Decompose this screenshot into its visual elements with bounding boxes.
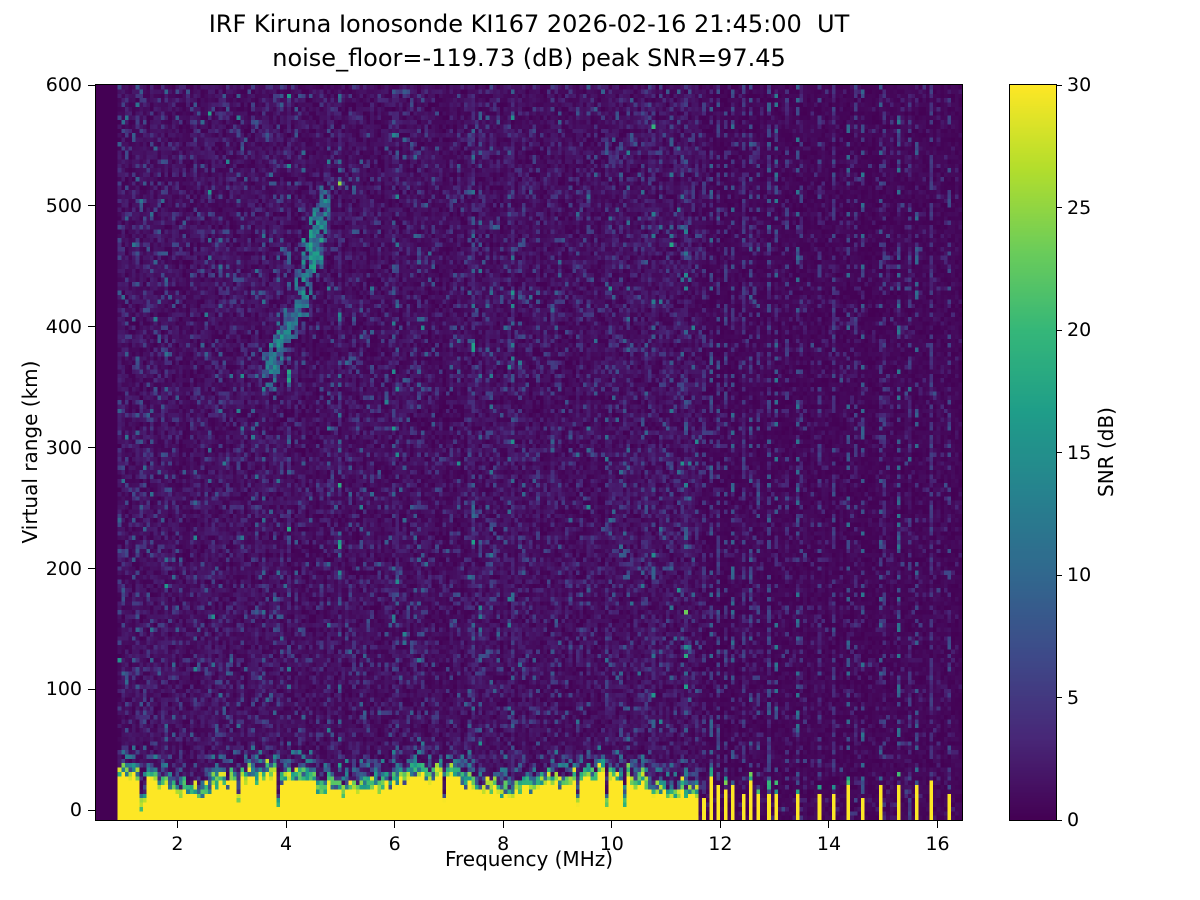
y-tick-label: 0 [69,799,82,822]
x-tick-mark [502,820,504,828]
x-tick-label: 2 [171,833,184,855]
chart-title: IRF Kiruna Ionosonde KI167 2026-02-16 21… [208,10,850,38]
y-tick-mark [88,447,96,449]
x-tick-mark [285,820,287,828]
colorbar-tick-mark [1056,84,1062,86]
colorbar-tick-label: 20 [1067,319,1092,341]
colorbar-tick-mark [1056,819,1062,821]
x-tick-mark [719,820,721,828]
colorbar-tick-mark [1056,329,1062,331]
x-tick-label: 10 [599,833,624,855]
heatmap-plot-area [95,84,963,821]
y-tick-mark [88,205,96,207]
colorbar-tick-mark [1056,452,1062,453]
y-tick-mark [88,809,96,811]
x-tick-mark [176,820,178,828]
ionogram-heatmap-canvas [96,85,962,820]
colorbar-tick-label: 15 [1067,441,1092,464]
y-tick-mark [88,326,96,328]
y-tick-label: 500 [45,194,82,217]
colorbar-tick-mark [1056,574,1062,576]
colorbar-tick-label: 10 [1067,564,1092,586]
colorbar-tick-label: 25 [1067,196,1092,219]
x-tick-mark [828,820,830,828]
y-tick-label: 100 [45,678,82,701]
chart-subtitle: noise_floor=-119.73 (dB) peak SNR=97.45 [272,44,786,72]
colorbar-tick-label: 5 [1067,686,1080,709]
y-tick-label: 400 [45,315,82,338]
colorbar-gradient-canvas [1010,85,1056,820]
colorbar-tick-mark [1056,697,1062,698]
x-tick-label: 6 [388,833,401,855]
y-tick-label: 600 [45,74,82,96]
x-tick-mark [611,820,613,828]
x-tick-mark [394,820,396,828]
x-tick-mark [937,820,939,828]
x-tick-label: 8 [497,833,510,855]
y-tick-mark [88,688,96,690]
colorbar [1009,84,1057,821]
x-tick-label: 4 [279,833,293,855]
colorbar-tick-mark [1056,207,1062,208]
y-tick-label: 200 [45,557,82,580]
colorbar-tick-label: 30 [1067,74,1092,96]
x-tick-label: 16 [925,833,950,855]
y-tick-label: 300 [45,436,82,459]
y-tick-mark [88,568,96,570]
x-tick-label: 14 [816,833,842,855]
y-tick-mark [88,84,96,86]
colorbar-tick-label: 0 [1067,809,1080,831]
x-tick-label: 12 [708,833,733,855]
x-axis-label: Frequency (MHz) [444,847,614,871]
